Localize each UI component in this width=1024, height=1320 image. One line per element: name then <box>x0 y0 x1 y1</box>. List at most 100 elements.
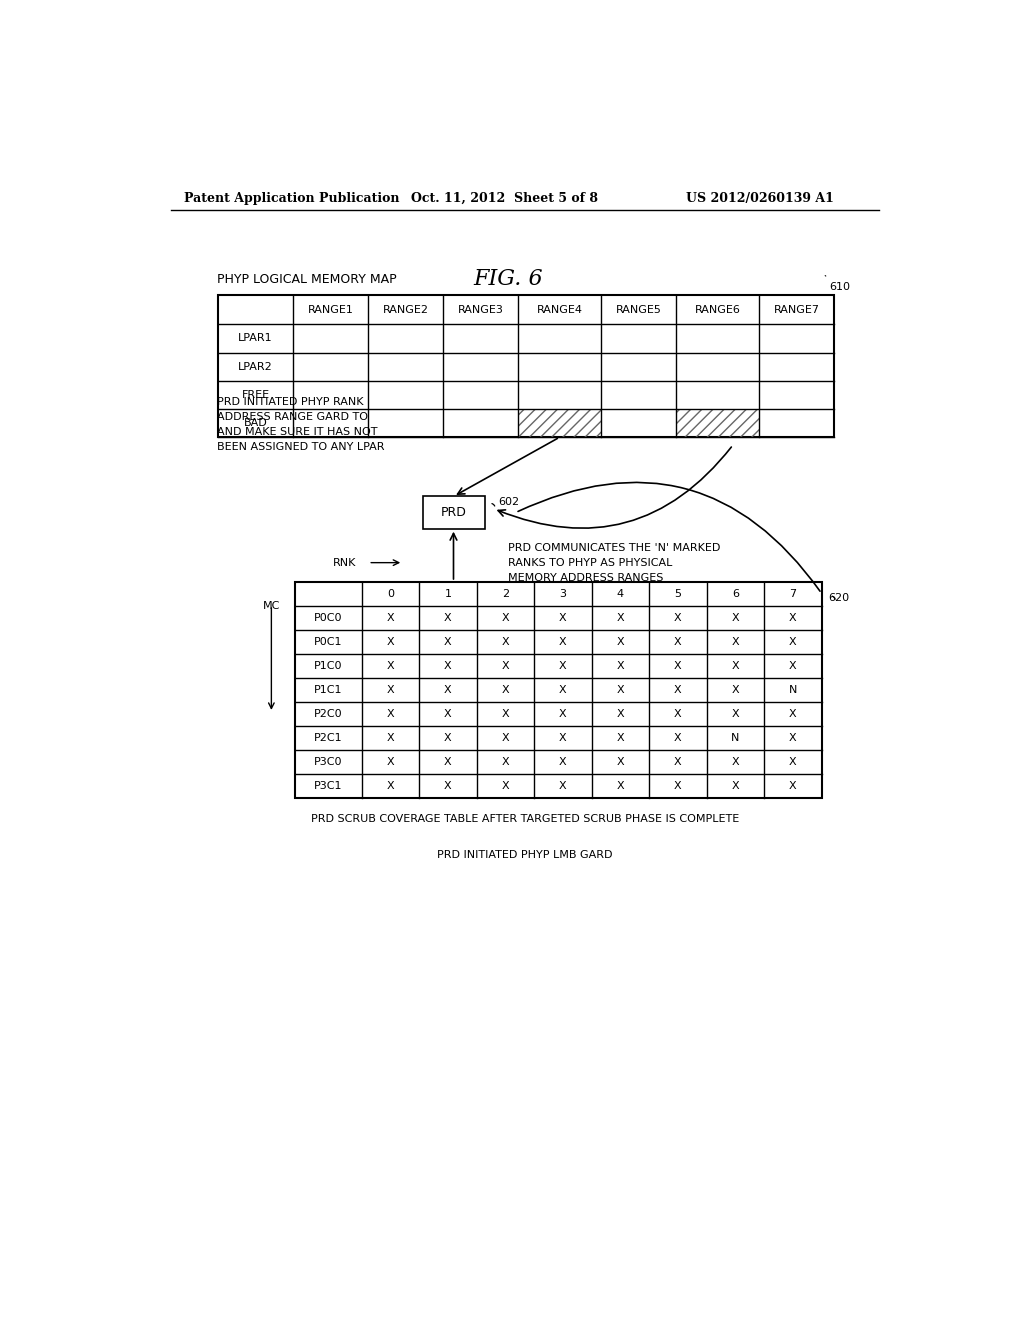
Text: RANGE7: RANGE7 <box>773 305 819 314</box>
Text: 620: 620 <box>827 594 849 603</box>
Text: X: X <box>387 685 394 694</box>
Text: X: X <box>674 780 682 791</box>
Text: X: X <box>790 733 797 743</box>
Text: RANGE5: RANGE5 <box>615 305 662 314</box>
Text: X: X <box>444 612 452 623</box>
Text: X: X <box>387 756 394 767</box>
Text: PRD: PRD <box>440 506 467 519</box>
Text: P3C0: P3C0 <box>314 756 342 767</box>
Bar <box>518 409 601 437</box>
Text: RANGE4: RANGE4 <box>537 305 583 314</box>
Text: X: X <box>387 733 394 743</box>
Text: X: X <box>790 709 797 718</box>
Text: X: X <box>387 780 394 791</box>
Text: X: X <box>444 709 452 718</box>
Text: X: X <box>790 780 797 791</box>
Text: P2C1: P2C1 <box>313 733 342 743</box>
Text: X: X <box>387 636 394 647</box>
FancyArrowPatch shape <box>498 447 731 528</box>
Text: X: X <box>559 733 566 743</box>
Text: X: X <box>731 612 739 623</box>
Text: FREE: FREE <box>242 389 269 400</box>
Text: BAD: BAD <box>244 418 267 428</box>
Text: 0: 0 <box>387 589 394 599</box>
Text: Oct. 11, 2012  Sheet 5 of 8: Oct. 11, 2012 Sheet 5 of 8 <box>411 191 598 205</box>
Text: X: X <box>502 733 509 743</box>
Text: RANGE1: RANGE1 <box>307 305 353 314</box>
Text: X: X <box>559 661 566 671</box>
Text: P0C1: P0C1 <box>314 636 342 647</box>
Text: 602: 602 <box>499 496 519 507</box>
Text: X: X <box>444 636 452 647</box>
Text: X: X <box>790 756 797 767</box>
Text: 610: 610 <box>829 281 850 292</box>
Text: X: X <box>731 685 739 694</box>
Text: X: X <box>616 685 625 694</box>
Text: N: N <box>788 685 797 694</box>
Bar <box>423 496 484 529</box>
Text: X: X <box>387 661 394 671</box>
Text: Patent Application Publication: Patent Application Publication <box>183 191 399 205</box>
Text: X: X <box>444 685 452 694</box>
Text: X: X <box>674 661 682 671</box>
Bar <box>676 409 759 437</box>
Text: X: X <box>731 709 739 718</box>
Bar <box>295 582 821 797</box>
Text: X: X <box>444 756 452 767</box>
Text: X: X <box>444 780 452 791</box>
Text: PHYP LOGICAL MEMORY MAP: PHYP LOGICAL MEMORY MAP <box>217 273 396 286</box>
Text: P0C0: P0C0 <box>314 612 342 623</box>
Text: 6: 6 <box>732 589 739 599</box>
Text: X: X <box>616 661 625 671</box>
Text: X: X <box>502 756 509 767</box>
Text: X: X <box>387 612 394 623</box>
Text: 5: 5 <box>675 589 681 599</box>
Text: X: X <box>674 612 682 623</box>
Text: X: X <box>674 733 682 743</box>
Text: X: X <box>444 733 452 743</box>
Text: 2: 2 <box>502 589 509 599</box>
Text: P2C0: P2C0 <box>313 709 342 718</box>
Text: X: X <box>559 780 566 791</box>
Text: X: X <box>616 756 625 767</box>
Text: X: X <box>790 661 797 671</box>
Text: X: X <box>731 636 739 647</box>
Text: X: X <box>616 709 625 718</box>
Text: X: X <box>674 709 682 718</box>
Text: RANGE2: RANGE2 <box>383 305 429 314</box>
Text: X: X <box>674 636 682 647</box>
Text: X: X <box>674 685 682 694</box>
Text: 1: 1 <box>444 589 452 599</box>
Text: X: X <box>444 661 452 671</box>
Text: P1C1: P1C1 <box>314 685 342 694</box>
Text: X: X <box>559 756 566 767</box>
Text: X: X <box>731 661 739 671</box>
Text: X: X <box>559 709 566 718</box>
Text: 4: 4 <box>616 589 624 599</box>
Text: 7: 7 <box>790 589 797 599</box>
Text: PRD INITIATED PHYP RANK
ADDRESS RANGE GARD TO
AND MAKE SURE IT HAS NOT
BEEN ASSI: PRD INITIATED PHYP RANK ADDRESS RANGE GA… <box>217 397 385 451</box>
Text: US 2012/0260139 A1: US 2012/0260139 A1 <box>686 191 834 205</box>
Text: 3: 3 <box>559 589 566 599</box>
FancyArrowPatch shape <box>518 482 820 591</box>
Text: RANGE3: RANGE3 <box>458 305 504 314</box>
Bar <box>218 294 834 437</box>
Text: FIG. 6: FIG. 6 <box>473 268 543 290</box>
Text: X: X <box>559 685 566 694</box>
Text: X: X <box>790 636 797 647</box>
Text: X: X <box>387 709 394 718</box>
Text: X: X <box>559 636 566 647</box>
Text: MC: MC <box>263 601 280 611</box>
Text: RNK: RNK <box>334 557 356 568</box>
Text: PRD SCRUB COVERAGE TABLE AFTER TARGETED SCRUB PHASE IS COMPLETE: PRD SCRUB COVERAGE TABLE AFTER TARGETED … <box>310 814 739 824</box>
Text: X: X <box>502 709 509 718</box>
Text: LPAR2: LPAR2 <box>239 362 272 372</box>
Text: X: X <box>674 756 682 767</box>
Text: X: X <box>616 733 625 743</box>
Text: LPAR1: LPAR1 <box>239 334 272 343</box>
Text: X: X <box>616 780 625 791</box>
Text: RANGE6: RANGE6 <box>694 305 740 314</box>
Text: X: X <box>616 612 625 623</box>
Text: X: X <box>502 685 509 694</box>
Text: X: X <box>731 756 739 767</box>
